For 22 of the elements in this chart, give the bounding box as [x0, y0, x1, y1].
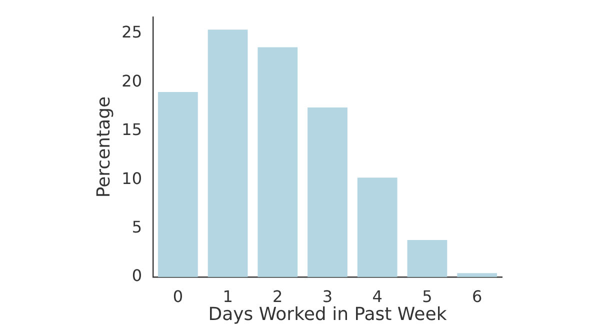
x-tick-label: 5 — [422, 286, 432, 306]
y-tick-label: 0 — [132, 266, 142, 286]
x-tick-label: 6 — [472, 286, 482, 306]
bar — [158, 92, 198, 277]
bar — [407, 240, 448, 277]
bar — [258, 47, 298, 277]
bar — [308, 108, 348, 277]
y-axis-title: Percentage — [93, 96, 114, 198]
y-tick-label: 10 — [122, 168, 142, 188]
bar — [208, 30, 248, 277]
x-tick-label: 4 — [372, 286, 382, 306]
x-tick-label: 1 — [222, 286, 233, 306]
y-tick-label: 25 — [122, 22, 142, 42]
bar — [357, 178, 398, 277]
x-tick-label: 3 — [322, 286, 333, 306]
y-tick-label: 5 — [132, 217, 142, 236]
x-tick-label: 0 — [172, 286, 184, 306]
x-tick-label: 2 — [272, 286, 283, 306]
x-axis-title: Days Worked in Past Week — [208, 304, 448, 325]
bar — [457, 273, 498, 277]
y-tick-label: 20 — [122, 71, 142, 90]
y-tick-label: 15 — [122, 120, 142, 140]
